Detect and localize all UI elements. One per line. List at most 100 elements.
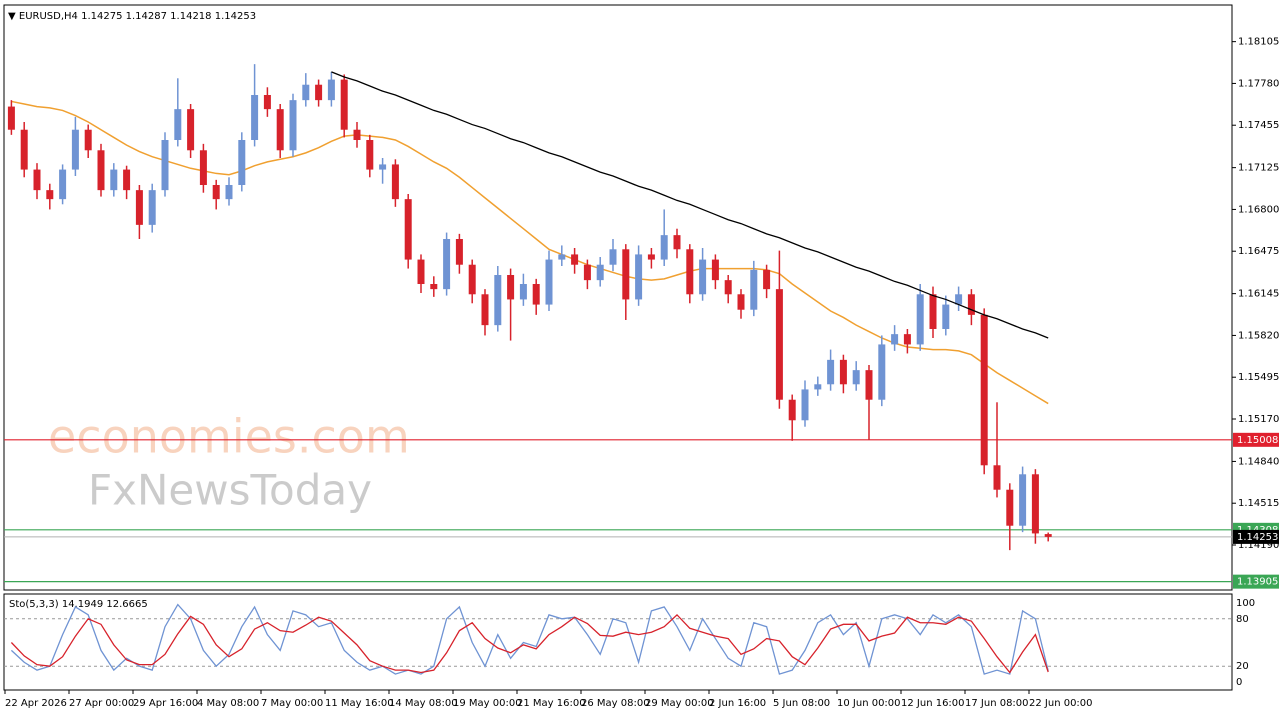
candle-body: [20, 129, 28, 170]
y-tick-label: 1.14190: [1238, 540, 1279, 551]
y-tick-label: 1.17780: [1238, 78, 1279, 89]
candle-body: [199, 150, 207, 185]
candle-body: [891, 334, 899, 345]
candle-body: [315, 84, 323, 101]
x-tick-label: 10 Jun 00:00: [837, 698, 901, 709]
candle-body: [1019, 474, 1027, 526]
candle-body: [212, 185, 220, 200]
x-tick-label: 4 May 08:00: [197, 698, 259, 709]
stochastic-line: [10, 603, 1049, 675]
candle-body: [839, 359, 847, 385]
x-tick-label: 17 Jun 08:00: [965, 698, 1029, 709]
stochastic-line: [10, 613, 1049, 674]
candle-body: [59, 169, 67, 200]
level-label-bg: [1233, 432, 1279, 447]
indicator-frame: [3, 593, 1233, 691]
current-price-label: 1.14253: [1237, 532, 1278, 543]
candle-body: [379, 164, 387, 170]
y-tick-label: 1.16145: [1238, 289, 1279, 300]
candle-body: [148, 190, 156, 225]
symbol: EURUSD,H4: [19, 11, 78, 22]
candle-body: [33, 169, 41, 191]
candle-body: [1006, 489, 1014, 526]
moving-average: [11, 100, 1049, 405]
candle-body: [302, 84, 310, 101]
candle-body: [878, 344, 886, 400]
x-tick-label: 26 May 08:00: [581, 698, 650, 709]
candle-body: [545, 259, 553, 305]
candle-body: [238, 140, 246, 185]
candle-body: [251, 95, 259, 140]
indicator-name: Sto(5,3,3): [9, 599, 59, 610]
candle-body: [84, 129, 92, 151]
x-tick-label: 27 Apr 00:00: [69, 698, 134, 709]
y-tick-label: 100: [1236, 598, 1255, 609]
chart-header: ▼ EURUSD,H4 1.14275 1.14287 1.14218 1.14…: [8, 11, 256, 22]
indicator-header: Sto(5,3,3) 14.1949 12.6665: [9, 599, 148, 610]
candle-body: [110, 169, 118, 191]
candle-body: [737, 294, 745, 310]
candle-body: [519, 284, 527, 300]
x-tick-label: 7 May 00:00: [261, 698, 323, 709]
candle-body: [788, 399, 796, 421]
candle-body: [827, 359, 835, 385]
candle-body: [724, 280, 732, 295]
candle-body: [430, 284, 438, 290]
x-tick-label: 2 Jun 16:00: [709, 698, 766, 709]
candle-body: [161, 140, 169, 191]
candle-body: [353, 129, 361, 140]
candle-body: [993, 465, 1001, 490]
y-tick-label: 1.15820: [1238, 330, 1279, 341]
candle-body: [263, 95, 271, 110]
candle-body: [596, 264, 604, 281]
level-label-bg: [1233, 574, 1279, 589]
main-frame: [3, 4, 1233, 591]
candle-body: [443, 239, 451, 290]
candle-body: [699, 259, 707, 295]
candle-body: [814, 384, 822, 390]
level-label: 1.15008: [1237, 435, 1278, 446]
candle-body: [955, 294, 963, 305]
x-tick-label: 12 Jun 16:00: [901, 698, 965, 709]
candle-body: [225, 185, 233, 200]
main-value: 14.1949: [62, 599, 103, 610]
candle-body: [135, 190, 143, 225]
y-tick-label: 1.15170: [1238, 414, 1279, 425]
candle-body: [967, 294, 975, 315]
x-tick-label: 21 May 16:00: [517, 698, 586, 709]
y-tick-label: 1.17125: [1238, 163, 1279, 174]
candle-body: [903, 334, 911, 345]
level-label: 1.13905: [1237, 577, 1278, 588]
candle-body: [276, 109, 284, 151]
candle-body: [289, 100, 297, 151]
candle-body: [187, 109, 195, 151]
candle-body: [980, 314, 988, 466]
candle-body: [404, 199, 412, 260]
candle-body: [686, 249, 694, 295]
candle-body: [647, 254, 655, 260]
candle-body: [775, 289, 783, 400]
y-tick-label: 1.18105: [1238, 37, 1279, 48]
candle-body: [507, 275, 515, 300]
candle-body: [494, 275, 502, 326]
candle-body: [1044, 534, 1052, 537]
x-tick-label: 22 Jun 00:00: [1029, 698, 1093, 709]
candle-body: [532, 284, 540, 305]
candle-body: [801, 389, 809, 421]
candle-body: [1031, 474, 1039, 534]
candle-body: [673, 235, 681, 250]
candle-body: [711, 259, 719, 281]
candle-body: [455, 239, 463, 265]
candle-body: [609, 249, 617, 265]
candle-body: [635, 254, 643, 300]
candle-body: [71, 129, 79, 170]
candle-body: [391, 164, 399, 200]
candle-body: [468, 264, 476, 295]
high: 1.14287: [126, 11, 167, 22]
candle-body: [366, 140, 374, 170]
candle-body: [865, 370, 873, 400]
x-tick-label: 29 May 00:00: [645, 698, 714, 709]
y-tick-label: 1.15495: [1238, 372, 1279, 383]
